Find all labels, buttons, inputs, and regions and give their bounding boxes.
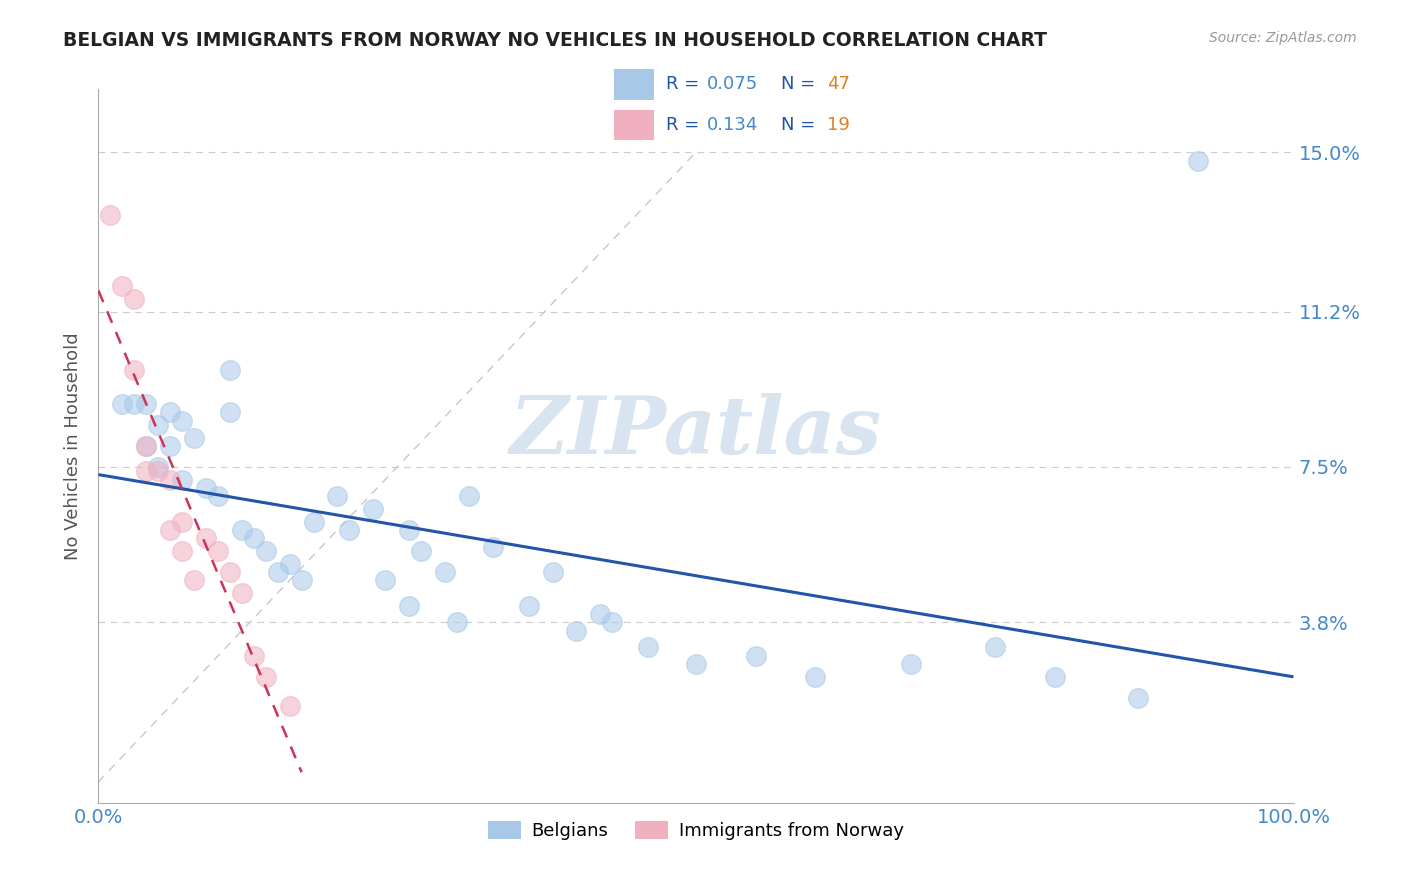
Point (517, 599, 540, 613)
Point (984, 640, 1007, 655)
Point (326, 489, 349, 503)
Point (363, 502, 385, 516)
Text: N =: N = (780, 76, 821, 94)
Point (565, 624, 588, 638)
Y-axis label: No Vehicles in Household: No Vehicles in Household (63, 332, 82, 560)
Text: R =: R = (666, 116, 706, 134)
Text: 19: 19 (827, 116, 851, 134)
Text: 0.075: 0.075 (707, 76, 758, 94)
Point (302, 515, 325, 529)
Point (231, 523, 253, 537)
Point (745, 648, 768, 663)
Point (219, 405, 242, 419)
Point (135, 439, 157, 453)
Point (446, 615, 468, 630)
Point (183, 574, 205, 588)
Point (111, 279, 134, 293)
Point (804, 670, 827, 684)
Point (219, 565, 242, 579)
Point (159, 523, 181, 537)
Point (135, 464, 157, 478)
Point (1187, 153, 1209, 168)
Text: Source: ZipAtlas.com: Source: ZipAtlas.com (1209, 31, 1357, 45)
Point (1128, 690, 1150, 705)
Point (135, 397, 157, 411)
Point (434, 565, 457, 579)
Point (148, 464, 170, 478)
Point (159, 439, 181, 453)
Point (398, 599, 420, 613)
Point (172, 473, 194, 487)
Point (207, 544, 229, 558)
Point (195, 532, 218, 546)
Point (458, 489, 481, 503)
Point (148, 417, 170, 432)
Point (254, 544, 277, 558)
Point (124, 397, 146, 411)
Point (195, 481, 218, 495)
Bar (614, 70, 654, 100)
Point (172, 515, 194, 529)
Point (278, 699, 301, 714)
Point (231, 586, 253, 600)
Bar (614, 110, 654, 140)
Point (685, 657, 707, 672)
Point (254, 670, 277, 684)
Point (172, 544, 194, 558)
Point (98, 208, 122, 222)
Point (135, 439, 157, 453)
Point (124, 363, 146, 377)
Point (291, 574, 314, 588)
Text: N =: N = (780, 116, 821, 134)
Legend: Belgians, Immigrants from Norway: Belgians, Immigrants from Norway (481, 814, 911, 847)
Text: BELGIAN VS IMMIGRANTS FROM NORWAY NO VEHICLES IN HOUSEHOLD CORRELATION CHART: BELGIAN VS IMMIGRANTS FROM NORWAY NO VEH… (63, 31, 1047, 50)
Point (243, 532, 266, 546)
Text: R =: R = (666, 76, 706, 94)
Point (398, 523, 420, 537)
Point (219, 363, 242, 377)
Point (589, 607, 612, 621)
Point (183, 431, 205, 445)
Point (602, 615, 624, 630)
Point (339, 523, 361, 537)
Point (111, 397, 134, 411)
Point (148, 460, 170, 475)
Point (159, 405, 181, 419)
Point (411, 544, 433, 558)
Point (374, 574, 396, 588)
Text: 0.134: 0.134 (707, 116, 758, 134)
Point (541, 565, 564, 579)
Point (900, 657, 922, 672)
Point (159, 473, 181, 487)
Point (243, 648, 266, 663)
Point (1043, 670, 1066, 684)
Point (267, 565, 290, 579)
Point (207, 489, 229, 503)
Point (172, 414, 194, 428)
Point (637, 640, 659, 655)
Point (481, 540, 505, 554)
Text: ZIPatlas: ZIPatlas (510, 393, 882, 470)
Text: 47: 47 (827, 76, 851, 94)
Point (124, 292, 146, 306)
Point (278, 557, 301, 571)
